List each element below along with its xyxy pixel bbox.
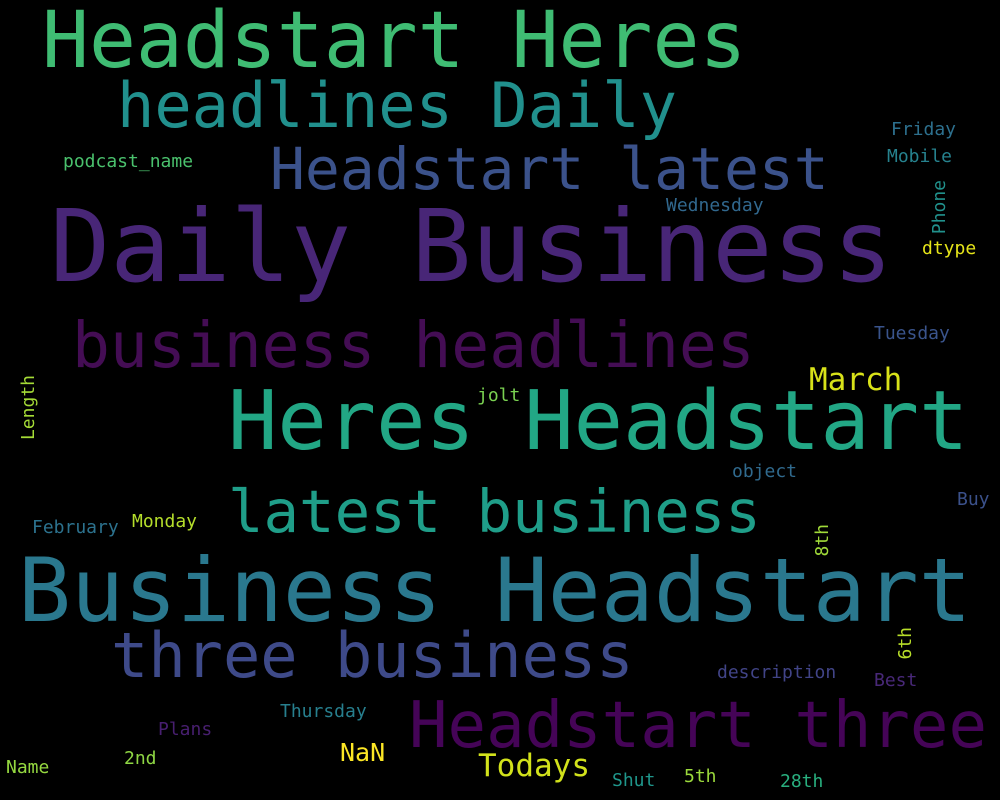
word-headstart-latest: Headstart latest xyxy=(270,135,829,203)
word-phone: Phone xyxy=(929,180,950,235)
word-headstart-heres: Headstart Heres xyxy=(42,0,747,86)
word-mobile: Mobile xyxy=(887,146,953,167)
word-buy: Buy xyxy=(957,489,990,510)
word-headlines-daily: headlines Daily xyxy=(117,69,677,142)
word-february: February xyxy=(32,517,119,538)
word-thursday: Thursday xyxy=(280,701,367,722)
word-friday: Friday xyxy=(891,119,957,140)
word-monday: Monday xyxy=(132,511,198,532)
word-description: description xyxy=(717,662,837,683)
word-6th: 6th xyxy=(895,627,916,660)
word-heres-headstart: Heres Headstart xyxy=(228,374,969,469)
word-length: Length xyxy=(18,375,39,441)
word-shut: Shut xyxy=(612,770,656,791)
word-jolt: jolt xyxy=(477,385,521,406)
word-headstart-three: Headstart three xyxy=(409,689,987,763)
word-march: March xyxy=(809,362,903,398)
word-business-headstart: Business Headstart xyxy=(18,539,972,642)
word-best: Best xyxy=(874,670,918,691)
word-8th: 8th xyxy=(812,524,833,557)
word-three-business: three business xyxy=(111,619,634,692)
word-name: Name xyxy=(6,757,50,778)
word-todays: Todays xyxy=(478,748,590,784)
word-object: object xyxy=(732,461,798,482)
word-latest-business: latest business xyxy=(228,477,761,546)
word-business-headlines: business headlines xyxy=(72,309,755,382)
word-dtype: dtype xyxy=(922,238,977,259)
word-5th: 5th xyxy=(684,766,717,787)
word-wednesday: Wednesday xyxy=(666,195,764,216)
word-podcast-name: podcast_name xyxy=(63,151,194,172)
word-28th: 28th xyxy=(780,771,824,792)
word-tuesday: Tuesday xyxy=(874,323,950,344)
word-daily-business: Daily Business xyxy=(50,188,893,305)
word-plans: Plans xyxy=(158,719,213,740)
word-2nd: 2nd xyxy=(124,748,157,769)
word-nan: NaN xyxy=(340,738,386,767)
